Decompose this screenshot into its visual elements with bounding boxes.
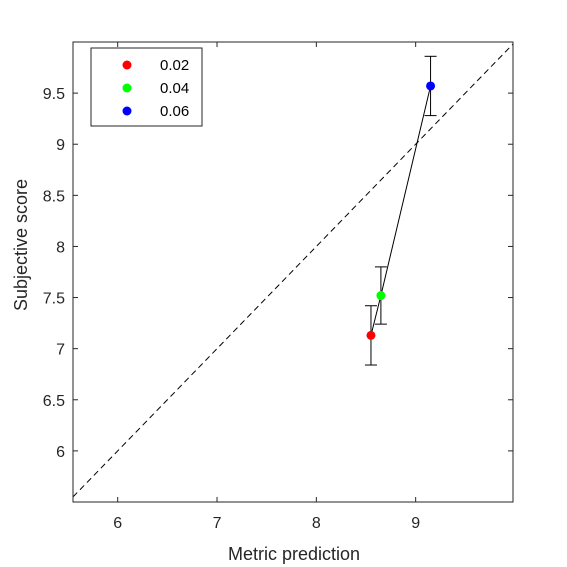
axes-box — [72, 41, 514, 503]
y-tick-label: 8 — [56, 239, 65, 256]
legend-label: 0.06 — [160, 103, 189, 120]
y-tick-label: 9.5 — [43, 86, 65, 103]
data-point — [426, 81, 436, 91]
legend-marker — [122, 106, 132, 116]
data-point — [376, 291, 386, 301]
data-point — [366, 330, 376, 340]
y-tick-label: 8.5 — [43, 188, 65, 205]
x-tick-label: 9 — [411, 515, 420, 532]
legend-label: 0.04 — [160, 80, 189, 97]
legend-label: 0.02 — [160, 57, 189, 74]
y-axis-ticks: 6 6.5 7 7.5 8 8.5 9 9.5 — [43, 86, 513, 461]
legend-marker — [122, 83, 132, 93]
x-tick-label: 6 — [113, 515, 122, 532]
y-tick-label: 6.5 — [43, 393, 65, 410]
x-tick-label: 8 — [312, 515, 321, 532]
plot-area — [72, 41, 514, 503]
x-tick-label: 7 — [213, 515, 222, 532]
legend-box — [90, 47, 203, 127]
x-axis-label: Metric prediction — [228, 544, 360, 564]
reference-line — [72, 43, 514, 498]
legend: 0.02 0.04 0.06 — [90, 47, 203, 127]
y-tick-label: 6 — [56, 444, 65, 461]
x-axis-ticks: 6 7 8 9 — [113, 42, 420, 532]
y-tick-label: 9 — [56, 137, 65, 154]
y-tick-label: 7 — [56, 342, 65, 359]
legend-marker — [122, 60, 132, 70]
y-tick-label: 7.5 — [43, 291, 65, 308]
y-axis-label: Subjective score — [11, 179, 31, 311]
